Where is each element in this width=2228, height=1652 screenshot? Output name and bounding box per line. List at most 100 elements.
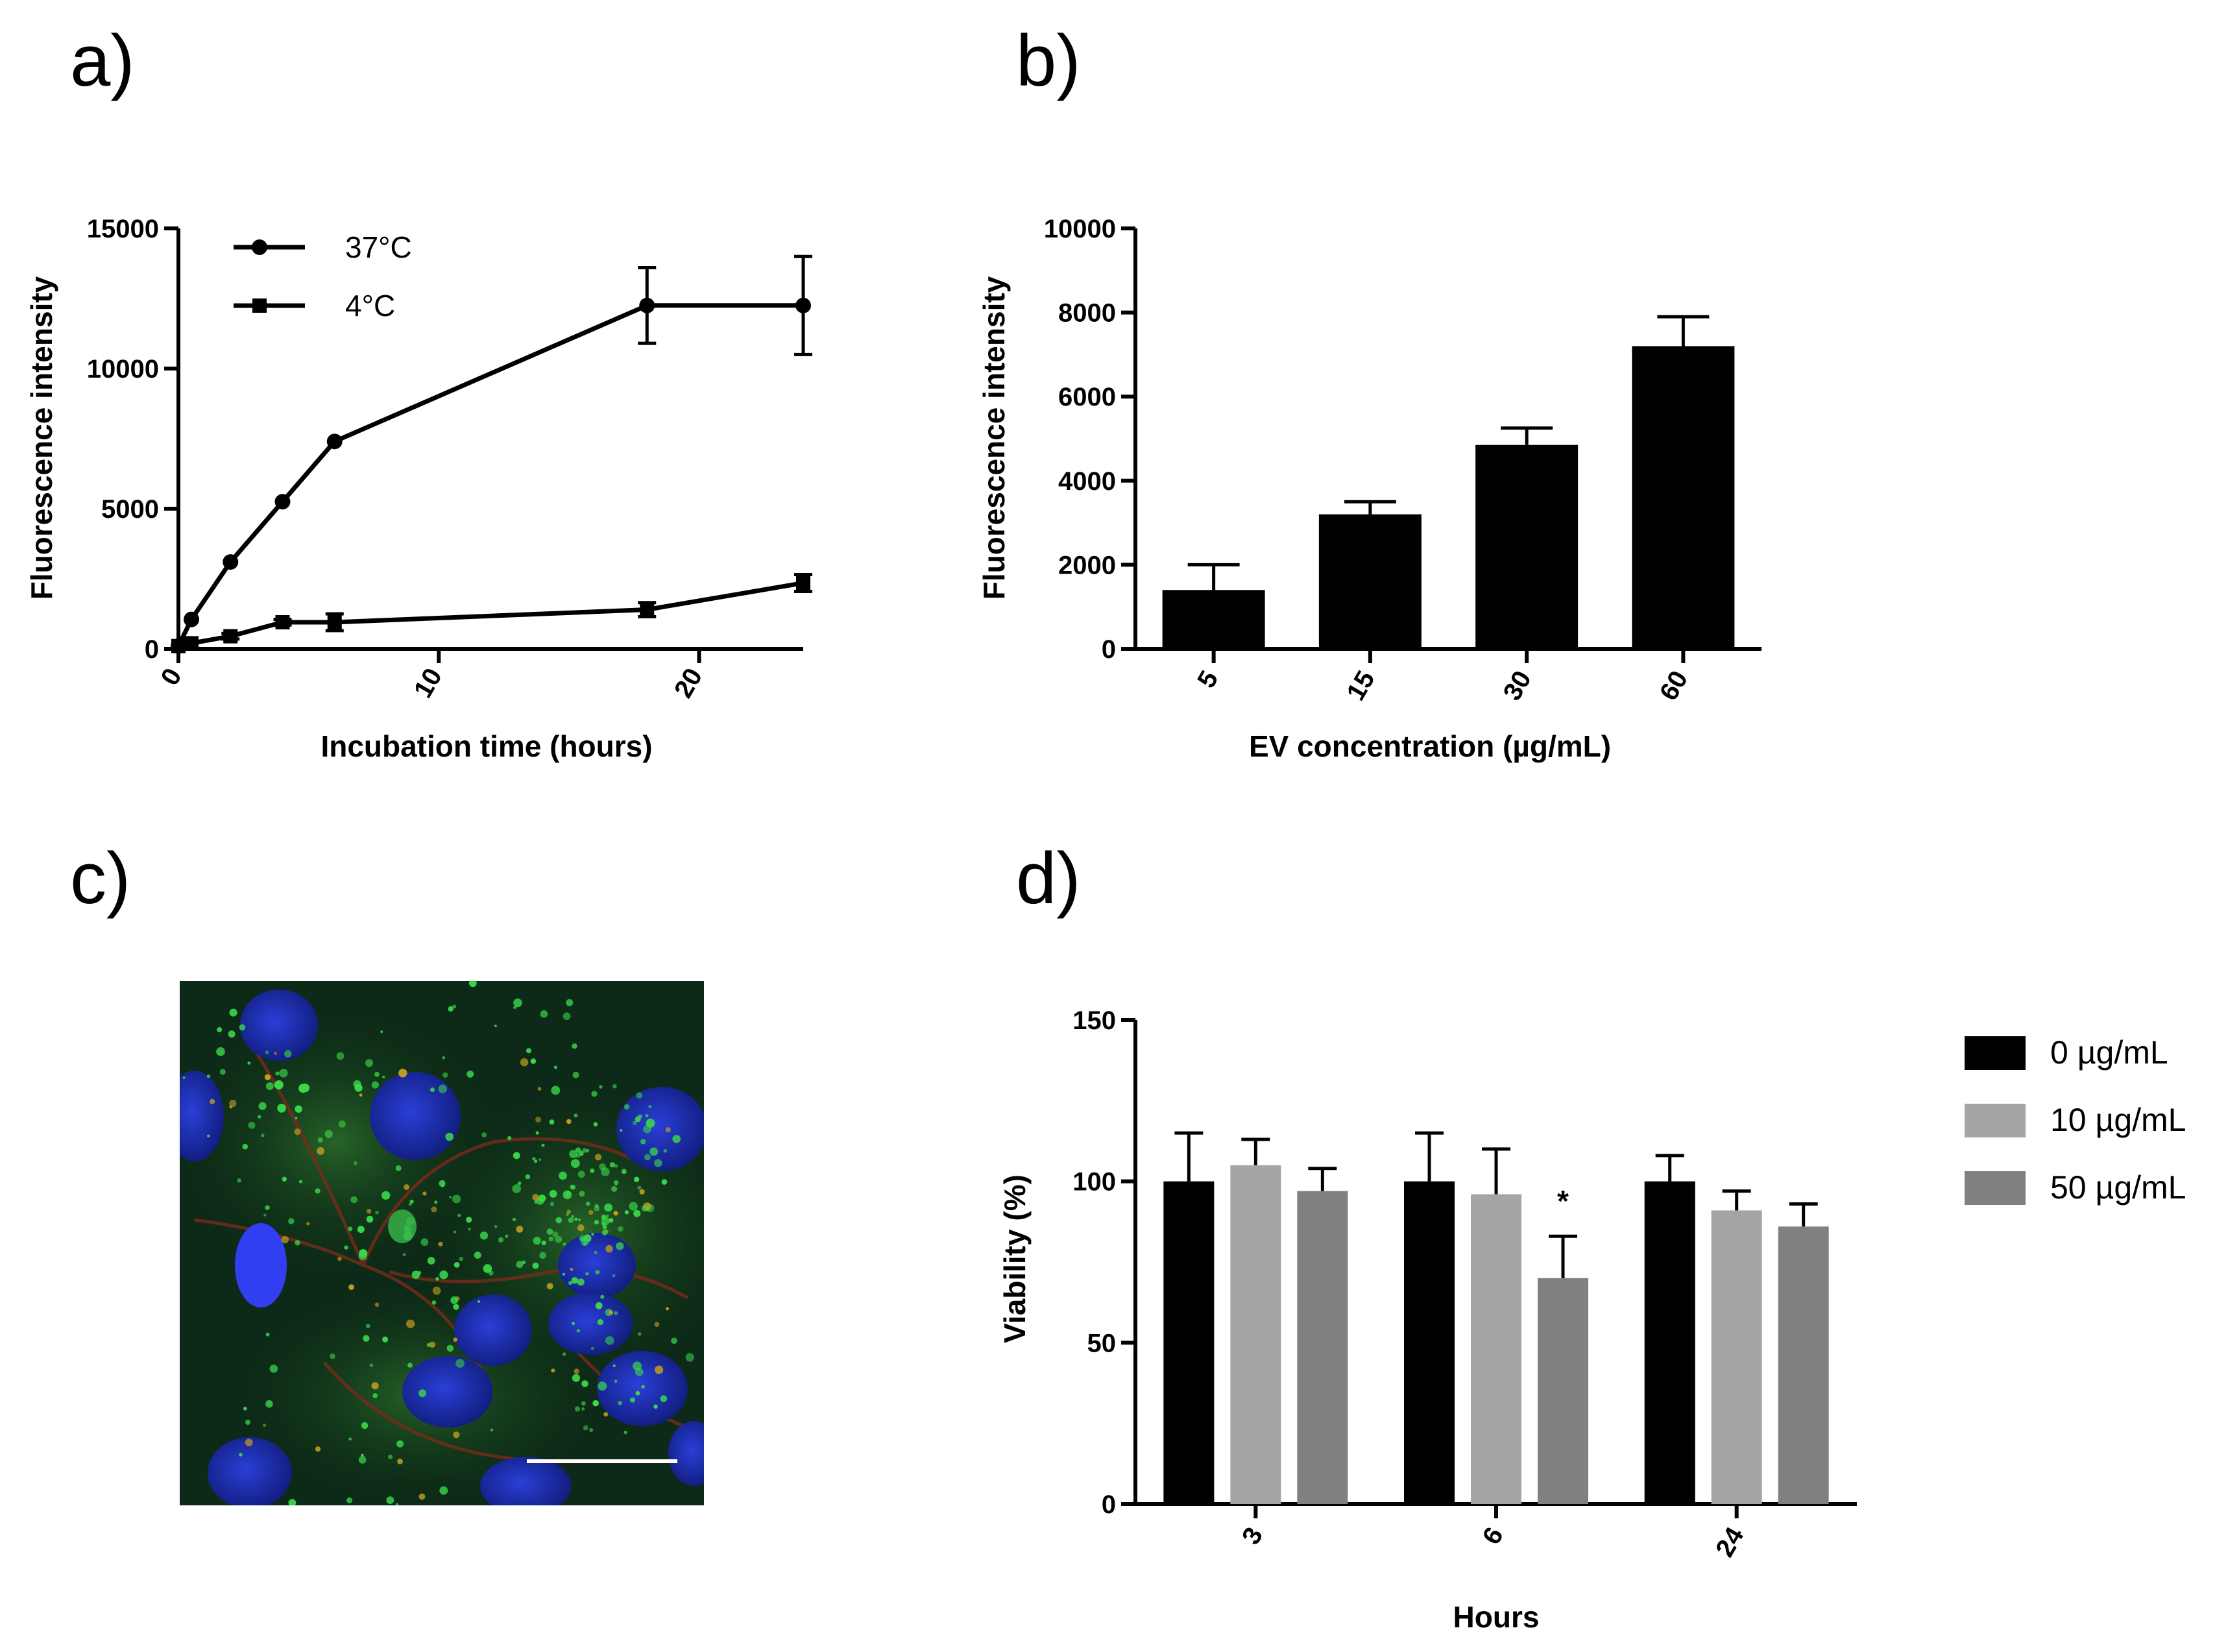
vesicle-dot [624,1430,627,1435]
vesicle-dot [357,1226,365,1233]
legend-swatch [1965,1171,2026,1205]
bar-6h-series-2 [1538,1278,1588,1504]
vesicle-dot [633,1209,641,1217]
vesicle-dot [258,1102,267,1110]
vesicle-dot [599,1163,606,1171]
vesicle-dot [306,1222,310,1226]
micrograph-nuclei [180,990,704,1505]
vesicle-dot [371,1382,379,1390]
vesicle-dot [265,1205,270,1210]
vesicle-dot [239,1024,246,1031]
bar-24h-series-1 [1711,1210,1762,1504]
bar-3h-series-2 [1297,1191,1348,1504]
vesicle-dot [661,1179,668,1185]
vesicle-dot [431,1300,437,1305]
vesicle-dot [540,1010,548,1018]
chart-b-xlabel: EV concentration (µg/mL) [1249,729,1611,763]
vesicle-dot [571,1277,579,1284]
vesicle-dot [452,1004,457,1009]
vesicle-dot [282,1176,287,1182]
vesicle-dot [217,1027,223,1032]
data-point-4c [171,638,186,653]
vesicle-dot [599,1085,603,1089]
vesicle-dot [442,1072,448,1078]
vesicle-dot [408,1203,412,1206]
data-point-4c [327,614,342,629]
vesicle-dot [315,1188,321,1194]
vesicle-dot [439,1270,448,1280]
vesicle-cluster [388,1209,417,1243]
chart-a-y-tick-label: 10000 [87,355,159,383]
vesicle-dot [468,981,477,988]
vesicle-dot [569,1150,577,1158]
vesicle-dot [612,1084,617,1089]
vesicle-dot [317,1147,324,1155]
vesicle-dot [386,1496,394,1505]
vesicle-dot [574,1217,578,1221]
vesicle-dot [582,1148,587,1153]
vesicle-dot [611,1185,618,1192]
vesicle-dot [228,1030,236,1038]
vesicle-dot [453,1337,458,1342]
vesicle-dot [466,1217,472,1223]
vesicle-dot [590,1347,594,1350]
vesicle-dot [375,1210,379,1215]
vesicle-dot [445,1132,454,1141]
vesicle-dot [562,1272,565,1276]
vesicle-dot [635,1368,644,1376]
bar-3h-series-0 [1163,1181,1215,1504]
vesicle-dot [336,1052,345,1060]
vesicle-dot [525,1174,531,1180]
vesicle-dot [438,1084,447,1093]
vesicle-dot [513,998,522,1008]
vesicle-dot [206,1074,211,1078]
vesicle-dot [354,1084,363,1092]
bar-5 [1162,590,1265,649]
vesicle-dot [549,1190,557,1198]
vesicle-dot [635,1391,640,1396]
vesicle-dot [624,1210,629,1215]
vesicle-dot [585,1272,589,1276]
vesicle-dot [279,1069,288,1078]
vesicle-dot [448,1195,452,1199]
vesicle-dot [261,1134,265,1137]
vesicle-dot [263,1213,267,1217]
vesicle-dot [539,1252,546,1259]
vesicle-dot [265,1082,274,1090]
vesicle-dot [568,1217,574,1223]
chart-d-xlabel: Hours [1453,1600,1540,1634]
vesicle-dot [621,1169,627,1174]
vesicle-dot [583,1425,588,1431]
vesicle-dot [348,1437,352,1440]
legend-label: 37°C [345,230,412,264]
vesicle-dot [655,1365,664,1374]
vesicle-dot [591,1091,598,1097]
legend-marker-circle [252,239,267,255]
bar-6h-series-1 [1471,1194,1521,1504]
vesicle-dot [629,1397,636,1403]
vesicle-dot [324,1130,333,1139]
vesicle-dot [534,1160,538,1163]
data-point-4c [223,629,238,644]
vesicle-dot [365,1324,370,1328]
vesicle-dot [330,1353,335,1359]
vesicle-dot [372,1393,378,1398]
vesicle-dot [452,1195,461,1204]
legend-label: 0 µg/mL [2050,1034,2168,1071]
vesicle-dot [685,1353,694,1362]
vesicle-dot [539,1158,542,1161]
vesicle-dot [397,1458,403,1464]
vesicle-dot [605,1336,614,1345]
vesicle-dot [589,1428,594,1432]
vesicle-dot [620,1129,623,1132]
vesicle-dot [532,1262,539,1269]
vesicle-dot [348,1284,354,1290]
chart-a-y-tick-label: 0 [145,635,159,664]
vesicle-dot [466,1070,474,1078]
vesicle-dot [453,1431,460,1439]
vesicle-dot [601,1217,610,1226]
vesicle-dot [594,1204,599,1208]
data-point-37c [184,611,200,627]
